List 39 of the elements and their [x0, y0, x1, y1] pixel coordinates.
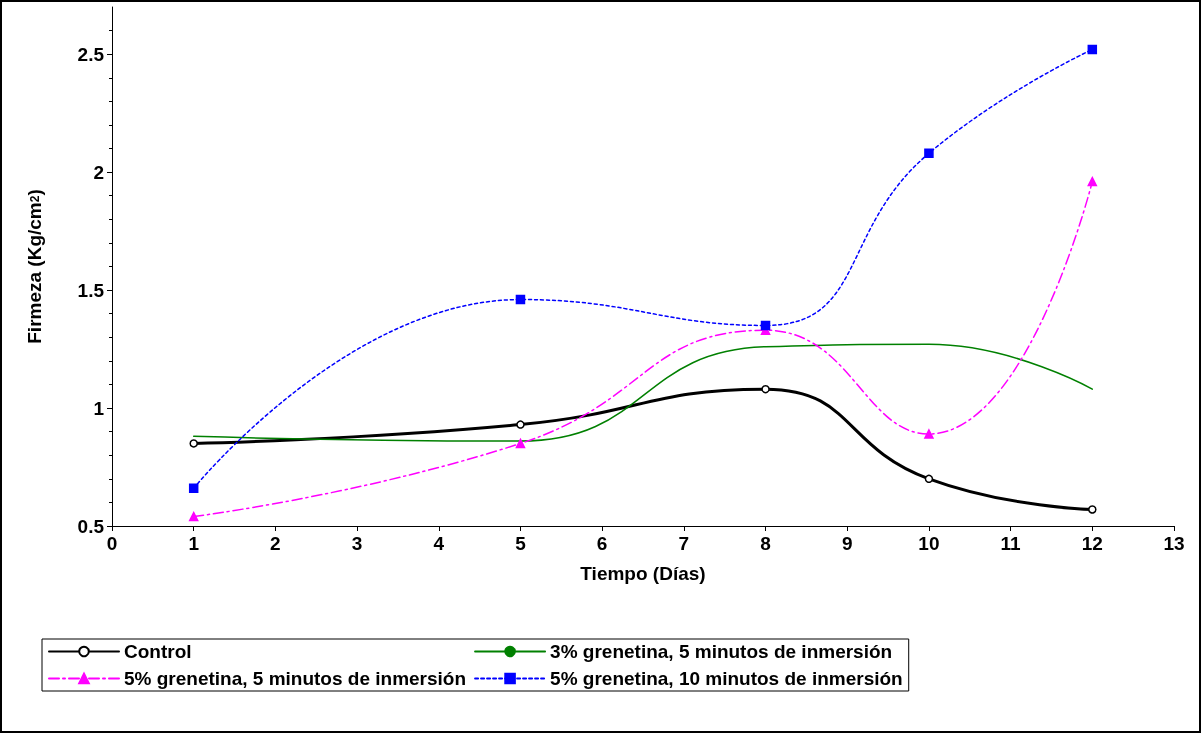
x-tick-label: 13: [1163, 533, 1185, 554]
point: [515, 438, 526, 449]
point: [188, 483, 199, 493]
x-tick-label: 4: [433, 533, 445, 554]
x-tick-label: 12: [1081, 533, 1103, 554]
y-tick-label: 0.5: [77, 515, 105, 537]
point: [515, 294, 526, 305]
x-tick-label: 0: [106, 533, 118, 554]
y-tick-label: 2.5: [77, 43, 105, 65]
point: [188, 511, 199, 522]
x-tick-label: 6: [596, 533, 608, 554]
point: [1088, 505, 1097, 514]
legend-label: 5% grenetina, 5 minutos de inmersión: [124, 668, 467, 689]
point: [1087, 44, 1098, 55]
y-tick-label: 2: [93, 161, 104, 183]
x-axis-title: Tiempo (Días): [580, 563, 706, 584]
y-tick-label: 1.5: [77, 279, 105, 301]
x-tick-label: 3: [351, 533, 363, 554]
x-tick-label: 10: [918, 533, 940, 554]
point: [924, 474, 934, 484]
point: [189, 439, 198, 448]
point: [761, 384, 770, 394]
legend-label: Control: [124, 641, 192, 662]
point: [924, 148, 934, 159]
x-tick-label: 8: [760, 533, 771, 554]
y-axis-title: Firmeza (Kg/cm2): [24, 189, 45, 344]
x-tick-label: 1: [188, 533, 200, 554]
point: [924, 429, 934, 439]
y-tick-label: 1: [93, 397, 105, 419]
point: [760, 320, 771, 331]
x-tick-label: 7: [678, 533, 690, 554]
point: [516, 420, 525, 429]
legend-label: 5% grenetina, 10 minutos de inmersión: [550, 668, 903, 689]
point: [1087, 176, 1098, 187]
x-tick-label: 5: [515, 533, 527, 554]
x-tick-label: 9: [841, 533, 853, 554]
x-tick-label: 11: [1000, 533, 1022, 554]
x-tick-label: 2: [270, 533, 281, 554]
legend-label: 3% grenetina, 5 minutos de inmersión: [550, 641, 893, 662]
